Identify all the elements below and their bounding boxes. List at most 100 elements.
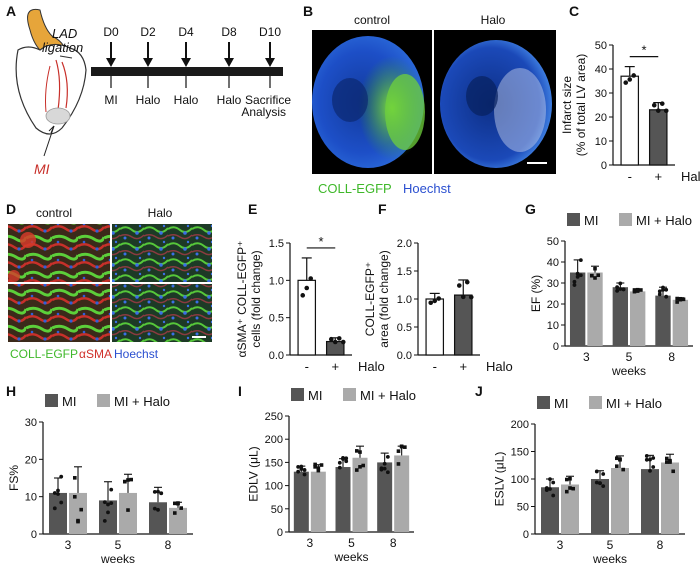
data-point xyxy=(344,456,349,461)
bar xyxy=(377,462,393,532)
data-point xyxy=(129,477,133,482)
data-point xyxy=(106,502,110,507)
panel-letter-j: J xyxy=(475,383,483,399)
data-point xyxy=(590,273,594,278)
data-point xyxy=(302,468,307,472)
data-point xyxy=(657,289,662,294)
data-point xyxy=(176,501,180,505)
data-point xyxy=(678,297,683,302)
data-point xyxy=(651,465,656,469)
data-point xyxy=(296,464,301,469)
data-point xyxy=(299,464,304,469)
data-point xyxy=(102,500,107,505)
timeline-arrow xyxy=(143,58,153,67)
x-tick-label: 8 xyxy=(668,350,675,364)
data-point xyxy=(106,510,110,515)
panel-letter-e: E xyxy=(248,201,257,217)
data-point xyxy=(399,444,404,449)
data-point xyxy=(468,294,474,300)
data-point xyxy=(618,281,623,286)
data-point xyxy=(594,480,599,485)
data-point xyxy=(632,289,637,294)
data-point xyxy=(464,279,470,285)
data-point xyxy=(428,300,434,306)
legend-swatch-mi-halo xyxy=(97,394,110,407)
data-point xyxy=(621,287,626,292)
y-tick-label: 0 xyxy=(31,529,37,541)
data-point xyxy=(635,287,640,292)
bar xyxy=(293,471,309,532)
data-point xyxy=(548,487,552,491)
y-axis-label-2: area (fold change) xyxy=(377,250,391,347)
legend-swatch-mi xyxy=(45,394,58,407)
bar xyxy=(352,457,368,532)
x-tick-label: + xyxy=(654,169,662,184)
data-point xyxy=(302,472,307,477)
data-point xyxy=(123,479,127,484)
data-point xyxy=(340,339,346,345)
y-tick-label: 150 xyxy=(511,447,529,459)
y-axis-label: Infarct size xyxy=(560,76,574,134)
data-point xyxy=(337,465,342,470)
x-tick-label: 5 xyxy=(115,538,122,552)
data-point xyxy=(344,459,349,464)
bar xyxy=(453,294,473,356)
data-point xyxy=(456,283,462,288)
y-tick-label: 0 xyxy=(277,527,283,539)
y-tick-label: 30 xyxy=(547,278,559,290)
legend-swatch-mi xyxy=(537,396,550,409)
y-tick-label: 50 xyxy=(595,40,607,52)
data-point xyxy=(173,511,177,515)
data-point xyxy=(313,462,317,467)
legend-label-mi-halo: MI + Halo xyxy=(636,213,692,228)
micrograph-grid xyxy=(8,224,212,342)
data-point xyxy=(615,464,619,468)
x-tick-label: 8 xyxy=(390,536,397,550)
data-point xyxy=(651,456,656,460)
timeline-day-label: D2 xyxy=(140,25,156,39)
data-point xyxy=(126,478,130,482)
chart-f-coll-area: 0.0 0.5 1.0 1.5 2.0 COLL-EGFP⁺ area (fold chan… xyxy=(363,238,513,374)
data-point xyxy=(316,468,321,473)
data-point xyxy=(159,491,164,496)
data-point xyxy=(336,336,342,341)
data-point xyxy=(601,472,606,476)
data-point xyxy=(651,102,657,108)
x-tick-label: + xyxy=(459,359,467,374)
legend-label-mi: MI xyxy=(554,396,568,411)
chart-c-infarct-size: 0 10 20 30 40 50 Infarct size (% of total LV ar… xyxy=(560,40,700,184)
data-point xyxy=(615,288,620,293)
ligation-label: ligation xyxy=(42,40,83,55)
data-point xyxy=(675,300,679,304)
timeline-event-label: Sacrifice xyxy=(245,93,291,107)
y-tick-label: 0.5 xyxy=(269,313,284,325)
x-axis-label: weeks xyxy=(611,364,646,378)
bar xyxy=(569,272,586,346)
timeline-event-label: MI xyxy=(104,93,117,107)
data-point xyxy=(109,487,114,492)
data-point xyxy=(358,465,362,469)
bar xyxy=(335,467,351,532)
data-point xyxy=(618,457,622,461)
data-point xyxy=(568,476,572,481)
b-legend-green: COLL-EGFP xyxy=(318,181,392,196)
data-point xyxy=(548,477,552,482)
x-tick-label: - xyxy=(305,359,309,374)
data-point xyxy=(644,457,649,462)
x-axis-label: weeks xyxy=(592,552,627,564)
y-tick-label: 2.0 xyxy=(397,238,412,250)
data-point xyxy=(76,518,80,523)
data-point xyxy=(52,506,57,511)
d-control-label: control xyxy=(36,206,72,220)
x-tick-label: 3 xyxy=(306,536,313,550)
data-point xyxy=(355,468,359,472)
y-tick-label: 50 xyxy=(547,236,559,248)
data-point xyxy=(601,484,606,489)
panel-letter-c: C xyxy=(569,3,579,19)
data-point xyxy=(544,486,549,490)
data-point xyxy=(319,463,324,467)
y-tick-label: 0 xyxy=(601,160,607,172)
bar xyxy=(394,455,410,532)
y-tick-label: 150 xyxy=(265,457,283,469)
